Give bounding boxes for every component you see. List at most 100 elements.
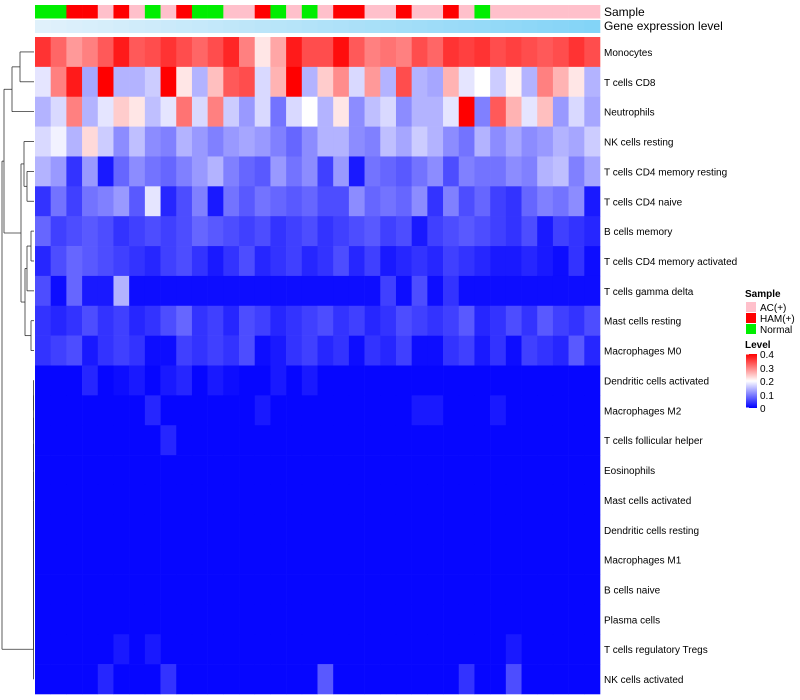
- heatmap-cell: [427, 246, 444, 277]
- heatmap-cell: [113, 66, 130, 98]
- heatmap-cell: [411, 365, 428, 396]
- heatmap-cell: [270, 305, 287, 336]
- sample-annotation-cell: [254, 5, 271, 19]
- heatmap-cell: [584, 305, 601, 336]
- heatmap-cell: [191, 634, 208, 665]
- level-tick-0.1: 0.1: [760, 391, 774, 402]
- heatmap-cell: [239, 484, 256, 516]
- heatmap-cell: [443, 484, 460, 516]
- sample-annotation-cell: [427, 5, 444, 19]
- expression-annotation-cell: [584, 20, 601, 33]
- level-legend-title: Level: [745, 340, 771, 351]
- heatmap-cell: [66, 246, 83, 277]
- expression-annotation-cell: [411, 20, 428, 33]
- sample-annotation-cell: [584, 5, 601, 19]
- heatmap-cell: [568, 275, 585, 307]
- heatmap-cell: [364, 66, 381, 98]
- heatmap-cell: [66, 126, 83, 157]
- heatmap-cell: [364, 484, 381, 516]
- heatmap-cell: [568, 544, 585, 575]
- heatmap-cell: [35, 664, 51, 695]
- expression-annotation-cell: [50, 20, 67, 33]
- heatmap-cell: [348, 365, 365, 396]
- heatmap-cell: [411, 664, 428, 695]
- heatmap-cell: [348, 216, 365, 247]
- heatmap-cell: [427, 37, 444, 68]
- heatmap-cell: [443, 455, 460, 486]
- heatmap-cell: [427, 395, 444, 426]
- heatmap-cell: [380, 604, 397, 635]
- heatmap-cell: [97, 216, 114, 247]
- heatmap-cell: [411, 96, 428, 127]
- heatmap-cell: [364, 544, 381, 575]
- heatmap-cell: [239, 664, 256, 695]
- heatmap-cell: [333, 37, 350, 68]
- row-label: T cells CD4 naive: [604, 197, 683, 208]
- heatmap-cell: [301, 96, 318, 127]
- heatmap-cell: [97, 514, 114, 545]
- heatmap-cell: [223, 425, 240, 456]
- heatmap-cell: [458, 365, 475, 396]
- heatmap-cell: [552, 574, 569, 605]
- heatmap-cell: [411, 514, 428, 545]
- heatmap-cell: [270, 484, 287, 516]
- expression-annotation-cell: [239, 20, 256, 33]
- heatmap-cell: [568, 574, 585, 605]
- heatmap-cell: [160, 305, 177, 336]
- heatmap-cell: [176, 395, 193, 426]
- heatmap-cell: [254, 484, 271, 516]
- heatmap-cell: [239, 96, 256, 127]
- heatmap-cell: [380, 484, 397, 516]
- heatmap-cell: [66, 37, 83, 68]
- heatmap-cell: [568, 514, 585, 545]
- heatmap-cell: [490, 156, 507, 187]
- sample-annotation-cell: [395, 5, 412, 19]
- expression-annotation-cell: [129, 20, 146, 33]
- heatmap-cell: [35, 37, 51, 68]
- heatmap-cell: [176, 156, 193, 187]
- heatmap-cell: [443, 574, 460, 605]
- heatmap-cell: [254, 335, 271, 366]
- sample-annotation-cell: [537, 5, 554, 19]
- heatmap-cell: [395, 96, 412, 127]
- heatmap-cell: [552, 156, 569, 187]
- heatmap-cell: [50, 156, 67, 187]
- heatmap-cell: [223, 604, 240, 635]
- heatmap-cell: [395, 365, 412, 396]
- heatmap-cell: [270, 246, 287, 277]
- heatmap-cell: [521, 604, 538, 635]
- heatmap-cell: [191, 126, 208, 157]
- heatmap-cell: [82, 126, 99, 157]
- heatmap-cell: [333, 66, 350, 98]
- heatmap-cell: [144, 604, 161, 635]
- heatmap-cell: [301, 305, 318, 336]
- heatmap-cell: [301, 395, 318, 426]
- heatmap-cell: [50, 544, 67, 575]
- heatmap-cell: [380, 305, 397, 336]
- sample-annotation-cell: [239, 5, 256, 19]
- sample-annotation-cell: [207, 5, 224, 19]
- heatmap-cell: [129, 604, 146, 635]
- heatmap-cell: [254, 186, 271, 217]
- heatmap-cell: [521, 395, 538, 426]
- heatmap-cell: [66, 455, 83, 486]
- heatmap-cell: [129, 275, 146, 307]
- legend-swatch-normal: [746, 324, 756, 334]
- heatmap-cell: [270, 37, 287, 68]
- heatmap-cell: [333, 335, 350, 366]
- heatmap-cell: [144, 544, 161, 575]
- heatmap-cell: [270, 604, 287, 635]
- heatmap-cell: [160, 37, 177, 68]
- heatmap-cell: [395, 37, 412, 68]
- heatmap-cell: [191, 514, 208, 545]
- heatmap-cell: [474, 395, 491, 426]
- heatmap-cell: [411, 604, 428, 635]
- heatmap-cell: [191, 664, 208, 695]
- heatmap-cell: [223, 186, 240, 217]
- row-label: Mast cells activated: [604, 496, 691, 507]
- heatmap-cell: [474, 186, 491, 217]
- heatmap-cell: [568, 664, 585, 695]
- expression-annotation-cell: [537, 20, 554, 33]
- heatmap-cell: [223, 514, 240, 545]
- heatmap-cell: [380, 156, 397, 187]
